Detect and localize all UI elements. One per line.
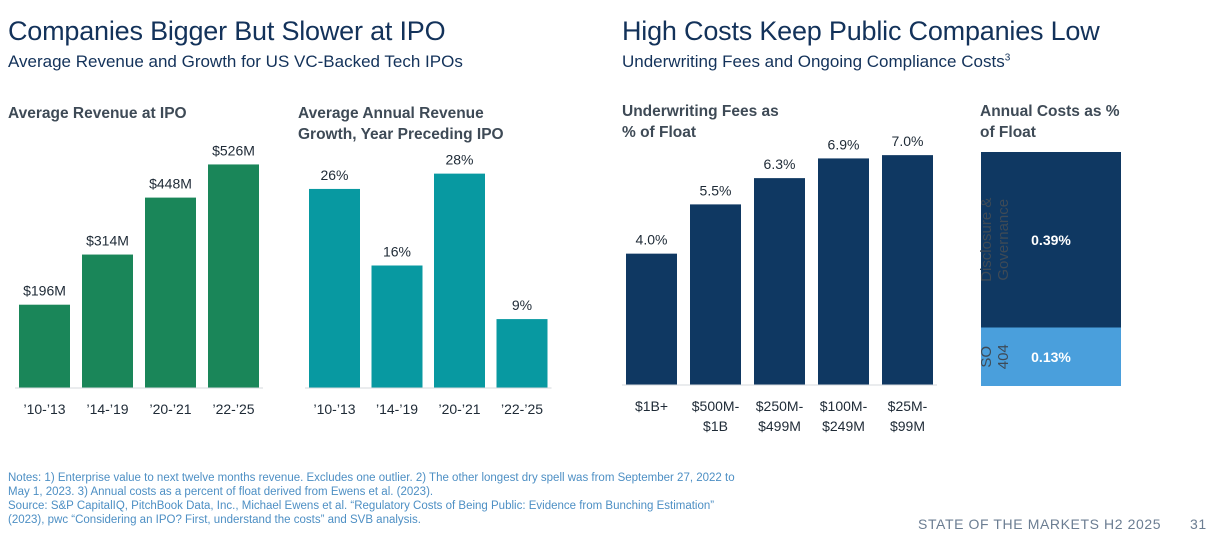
fees-category-label: $1B (703, 418, 728, 434)
fees-bar (754, 178, 805, 385)
costs-segment-label: Disclosure & (978, 198, 995, 282)
fees-chart: 4.0% $1B+ 5.5% $500M- $1B 6.3% $250M- $499M 6.9%… (622, 133, 937, 434)
revenue-bar (19, 304, 70, 388)
fees-value-label: 6.3% (764, 156, 796, 172)
costs-value-label: 0.13% (1031, 349, 1071, 365)
fees-category-label: $25M- (888, 398, 928, 414)
costs-value-label: 0.39% (1031, 232, 1071, 248)
growth-chart-title: Average Annual Revenue Growth, Year Prec… (298, 105, 504, 143)
growth-value-label: 26% (320, 167, 348, 183)
revenue-chart: $196M ’10-’13 $314M ’14-’19 $448M ’20-’21 $526… (15, 142, 263, 417)
right-title: High Costs Keep Public Companies Low (622, 16, 1100, 46)
left-title: Companies Bigger But Slower at IPO (8, 16, 446, 46)
revenue-category-label: ’20-’21 (149, 401, 191, 417)
right-subtitle: Underwriting Fees and Ongoing Compliance… (622, 52, 1011, 71)
source-line-1: Source: S&P CapitalIQ, PitchBook Data, I… (8, 500, 715, 512)
costs-segment-label: Governance (995, 199, 1012, 281)
growth-category-label: ’14-’19 (376, 401, 418, 417)
revenue-chart-title: Average Revenue at IPO (8, 105, 187, 122)
growth-bar (496, 319, 548, 388)
left-subtitle: Average Revenue and Growth for US VC-Bac… (8, 52, 463, 71)
growth-bar (309, 188, 360, 388)
growth-category-label: ’10-’13 (313, 401, 355, 417)
fees-category-label: $100M- (820, 398, 868, 414)
footer-label: STATE OF THE MARKETS H2 2025 (918, 516, 1162, 532)
revenue-bar (208, 164, 259, 388)
growth-chart: 26% ’10-’13 16% ’14-’19 28% ’20-’21 9% ’22-’25 (305, 152, 552, 417)
revenue-category-label: ’10-’13 (23, 401, 65, 417)
fees-value-label: 6.9% (828, 136, 860, 152)
notes-line-2: May 1, 2023. 3) Annual costs as a percen… (8, 486, 434, 498)
fees-category-label: $499M (758, 418, 801, 434)
fees-value-label: 4.0% (636, 232, 668, 248)
notes-line-1: Notes: 1) Enterprise value to next twelv… (8, 472, 735, 484)
page-number: 31 (1190, 516, 1207, 532)
revenue-bar (82, 254, 133, 388)
subtitle-footnote-marker: 3 (1004, 52, 1011, 64)
fees-bar (626, 253, 677, 385)
fees-category-label: $99M (890, 418, 925, 434)
growth-category-label: ’20-’21 (438, 401, 480, 417)
fees-category-label: $250M- (756, 398, 804, 414)
costs-segment (981, 327, 1121, 386)
annual-costs-chart-title: Annual Costs as % of Float (980, 103, 1120, 141)
annual-costs-chart: 0.13% SO 404 0.39% Disclosure & Governance (978, 152, 1121, 386)
revenue-bar (145, 197, 196, 388)
fees-value-label: 5.5% (700, 182, 732, 198)
growth-value-label: 9% (512, 297, 532, 313)
costs-segment-label: SO (978, 346, 995, 368)
fees-category-label: $500M- (692, 398, 740, 414)
revenue-value-label: $448M (149, 176, 192, 192)
notes-block: Notes: 1) Enterprise value to next twelv… (8, 471, 888, 527)
source-line-2: (2023), pwc “Considering an IPO? First, … (8, 514, 421, 526)
growth-value-label: 28% (445, 152, 473, 168)
fees-bar (818, 158, 869, 385)
costs-segment-label: 404 (995, 344, 1012, 369)
growth-value-label: 16% (383, 244, 411, 260)
fees-category-label: $249M (822, 418, 865, 434)
revenue-category-label: ’14-’19 (86, 401, 128, 417)
fees-value-label: 7.0% (892, 133, 924, 149)
growth-bar (434, 173, 485, 388)
fees-category-label: $1B+ (635, 398, 668, 414)
revenue-value-label: $314M (86, 233, 129, 249)
revenue-value-label: $196M (23, 283, 66, 299)
revenue-value-label: $526M (212, 142, 255, 158)
fees-bar (882, 155, 933, 385)
costs-segment (981, 152, 1121, 328)
growth-category-label: ’22-’25 (501, 401, 543, 417)
fees-bar (690, 204, 741, 385)
revenue-category-label: ’22-’25 (212, 401, 254, 417)
fees-chart-title: Underwriting Fees as % of Float (622, 103, 779, 141)
growth-bar (371, 265, 423, 388)
